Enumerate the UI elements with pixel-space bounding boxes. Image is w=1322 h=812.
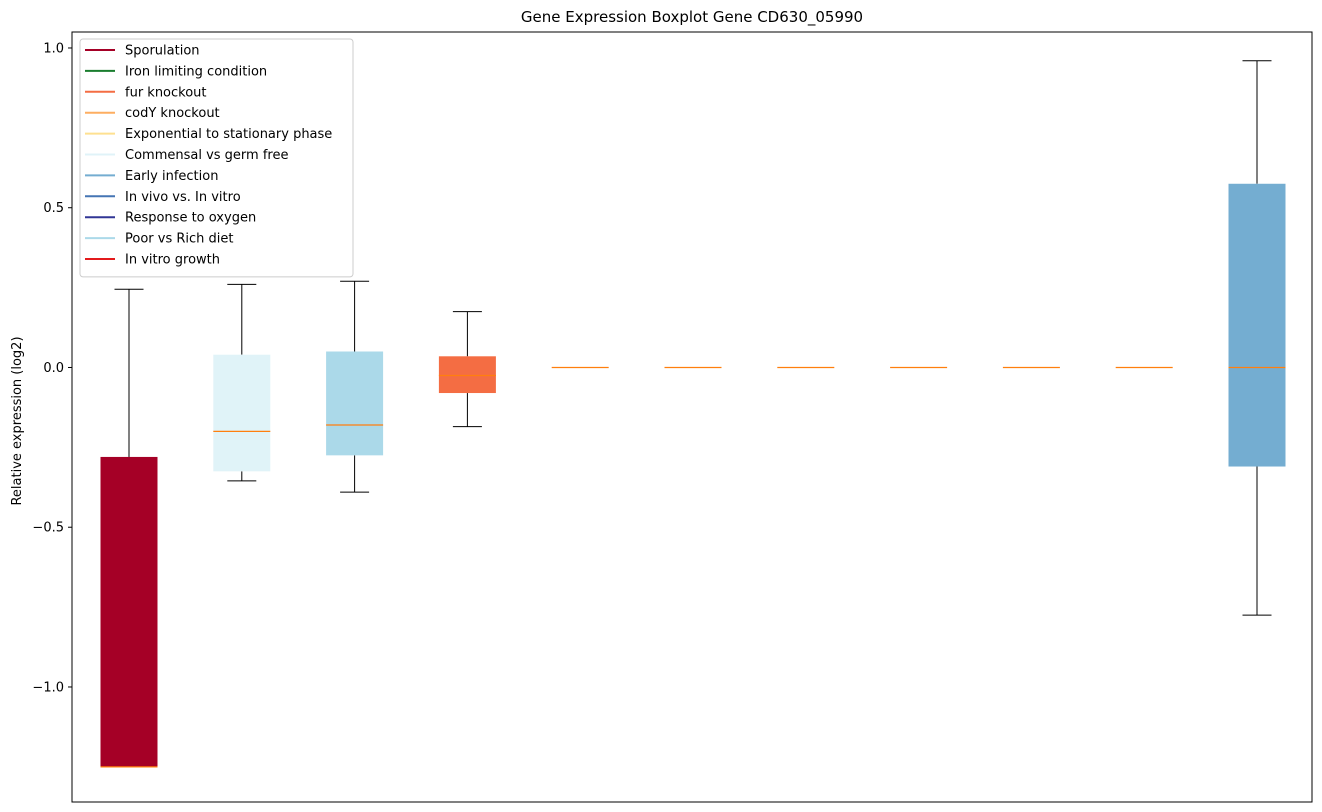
legend-item: Sporulation xyxy=(85,44,200,59)
legend-item: In vivo vs. In vitro xyxy=(85,190,241,205)
legend-frame xyxy=(79,38,354,278)
legend-item: In vitro growth xyxy=(85,253,220,268)
y-tick-label: 0.5 xyxy=(43,201,64,216)
legend-item: Poor vs Rich diet xyxy=(85,232,233,247)
box-body xyxy=(326,351,384,456)
chart-title: Gene Expression Boxplot Gene CD630_05990 xyxy=(521,8,863,27)
y-axis-label: Relative expression (log2) xyxy=(10,336,25,505)
y-axis: −1.0 −0.5 0.0 0.5 1.0 xyxy=(32,41,72,695)
legend-item: codY knockout xyxy=(85,106,220,121)
legend-item: Commensal vs germ free xyxy=(85,148,288,163)
box-body xyxy=(213,354,271,472)
legend-label: Sporulation xyxy=(125,44,200,59)
y-tick-label: −1.0 xyxy=(32,680,64,695)
legend-label: Exponential to stationary phase xyxy=(125,127,332,142)
box-1 xyxy=(100,288,158,768)
y-tick-label: 0.0 xyxy=(43,361,64,376)
legend-label: codY knockout xyxy=(125,106,220,121)
legend-label: Early infection xyxy=(125,169,218,184)
plot-frame xyxy=(71,31,1313,803)
legend-label: Poor vs Rich diet xyxy=(125,232,233,247)
plot-area xyxy=(100,60,1286,768)
legend-label: fur knockout xyxy=(125,85,207,100)
box-3 xyxy=(326,280,384,493)
legend-item: Response to oxygen xyxy=(85,211,256,226)
box-body xyxy=(1228,183,1286,467)
legend-item: Early infection xyxy=(85,169,218,184)
box-2 xyxy=(213,283,271,482)
y-tick-label: −0.5 xyxy=(32,521,64,536)
legend-label: Response to oxygen xyxy=(125,211,256,226)
legend-item: fur knockout xyxy=(85,85,207,100)
y-tick-label: 1.0 xyxy=(43,41,64,56)
legend-label: Iron limiting condition xyxy=(125,64,267,79)
box-4 xyxy=(438,311,496,428)
legend-item: Exponential to stationary phase xyxy=(85,127,332,142)
box-body xyxy=(438,356,496,394)
legend-label: Commensal vs germ free xyxy=(125,148,288,163)
box-body xyxy=(100,456,158,767)
legend-label: In vivo vs. In vitro xyxy=(125,190,241,205)
legend: Sporulation Iron limiting condition fur kn… xyxy=(79,38,354,278)
legend-item: Iron limiting condition xyxy=(85,64,267,79)
legend-label: In vitro growth xyxy=(125,253,220,268)
box-11 xyxy=(1228,60,1286,616)
